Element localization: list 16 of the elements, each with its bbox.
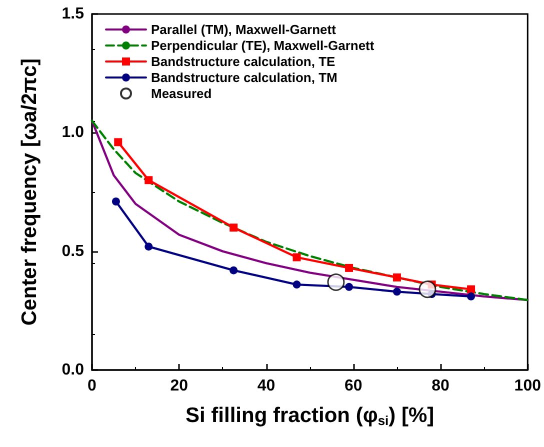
x-tick-label: 40 [257,378,276,394]
x-tick-label: 100 [514,378,542,394]
legend-label: Perpendicular (TE), Maxwell-Garnett [151,38,375,53]
x-tick-label: 60 [344,378,362,394]
y-tick-label: 0.0 [62,362,84,378]
x-tick-label: 0 [88,378,97,394]
y-axis-title: Center frequency [ωa/2πc] [18,58,41,326]
y-tick-label: 0.5 [62,242,84,260]
legend-label: Measured [151,86,212,101]
legend-label: Bandstructure calculation, TE [151,54,336,69]
y-tick-label: 1.5 [62,6,84,22]
legend-label: Parallel (TM), Maxwell-Garnett [151,22,337,37]
legend-label: Bandstructure calculation, TM [151,70,338,85]
x-tick-label: 20 [170,378,188,394]
x-tick-label: 80 [432,378,450,394]
y-tick-label: 1.0 [62,124,84,142]
